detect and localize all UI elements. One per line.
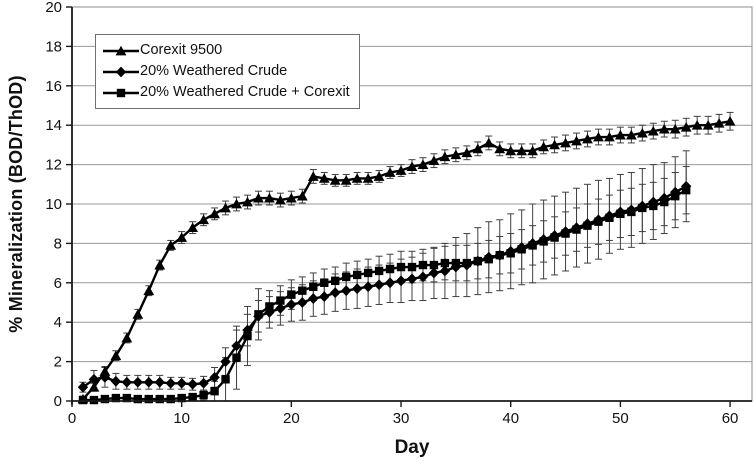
x-tick-label: 10 [173, 410, 190, 427]
legend-label: 20% Weathered Crude [140, 63, 288, 79]
x-tick-label: 30 [393, 410, 410, 427]
y-tick-label: 18 [45, 38, 62, 55]
legend-item-1: Corexit 9500 [102, 40, 350, 61]
y-tick-label: 6 [54, 275, 62, 292]
y-tick-label: 10 [45, 196, 62, 213]
legend: Corexit 9500 20% Weathered Crude 20% Weath… [95, 34, 360, 109]
y-tick-label: 12 [45, 157, 62, 174]
y-tick-label: 0 [54, 393, 62, 410]
legend-item-3: 20% Weathered Crude + Corexit [102, 82, 350, 103]
x-axis-title: Day [394, 437, 430, 458]
y-axis-title: % Mineralization (BOD/ThOD) [6, 75, 26, 333]
x-tick-label: 40 [502, 410, 519, 427]
triangle-markers [77, 116, 736, 404]
x-tick-label: 0 [68, 410, 76, 427]
legend-label: Corexit 9500 [140, 42, 223, 58]
y-tick-label: 8 [54, 235, 62, 252]
y-tick-label: 4 [54, 314, 62, 331]
series-line [81, 185, 688, 389]
legend-label: 20% Weathered Crude + Corexit [140, 84, 350, 100]
x-tick-label: 60 [722, 410, 739, 427]
diamond-marker-icon [103, 66, 139, 77]
square-marker-icon [103, 88, 139, 97]
square-markers [78, 186, 691, 405]
y-tick-label: 2 [54, 354, 62, 371]
diamond-markers [77, 180, 692, 393]
triangle-marker-icon [103, 45, 139, 55]
legend-item-2: 20% Weathered Crude [102, 61, 350, 82]
x-tick-label: 50 [612, 410, 629, 427]
x-tick-label: 20 [283, 410, 300, 427]
series-line [81, 120, 732, 401]
y-tick-label: 16 [45, 78, 62, 95]
y-tick-label: 20 [45, 0, 62, 16]
y-tick-label: 14 [45, 117, 62, 134]
